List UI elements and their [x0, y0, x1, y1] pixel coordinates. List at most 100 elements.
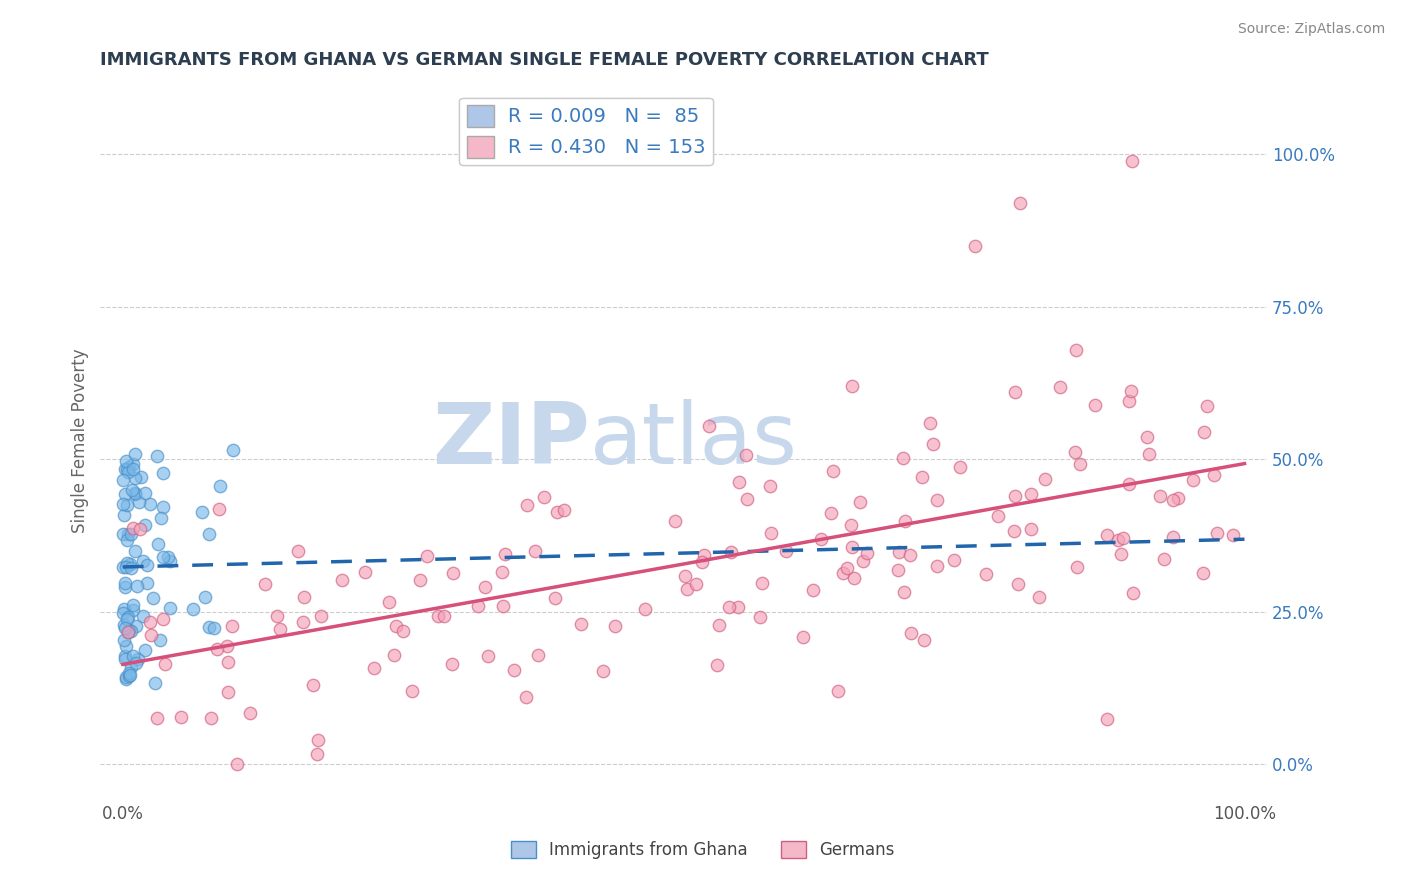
- Point: [170, 710, 193, 724]
- Point: [426, 609, 449, 624]
- Point: [134, 643, 156, 657]
- Point: [592, 664, 614, 678]
- Point: [835, 560, 858, 574]
- Point: [114, 559, 136, 574]
- Point: [697, 419, 720, 434]
- Point: [311, 609, 333, 624]
- Point: [887, 544, 910, 558]
- Point: [118, 459, 141, 474]
- Point: [146, 711, 169, 725]
- Point: [820, 506, 842, 520]
- Point: [112, 508, 135, 523]
- Point: [115, 557, 138, 571]
- Point: [546, 505, 568, 519]
- Point: [225, 757, 247, 772]
- Point: [1119, 384, 1142, 398]
- Point: [925, 493, 948, 508]
- Point: [441, 657, 464, 671]
- Point: [433, 608, 456, 623]
- Point: [152, 466, 174, 480]
- Point: [114, 670, 136, 684]
- Point: [112, 618, 135, 632]
- Point: [706, 658, 728, 673]
- Point: [118, 669, 141, 683]
- Point: [122, 521, 145, 535]
- Point: [114, 576, 136, 591]
- Point: [1064, 343, 1087, 357]
- Point: [143, 676, 166, 690]
- Point: [792, 630, 814, 644]
- Point: [1118, 394, 1140, 409]
- Point: [118, 624, 141, 638]
- Point: [1010, 196, 1032, 211]
- Point: [117, 465, 139, 479]
- Point: [114, 649, 136, 664]
- Point: [112, 602, 135, 616]
- Point: [121, 457, 143, 471]
- Point: [887, 563, 910, 577]
- Point: [515, 690, 537, 704]
- Point: [761, 525, 783, 540]
- Point: [1197, 400, 1219, 414]
- Point: [1161, 492, 1184, 507]
- Point: [920, 416, 942, 430]
- Point: [856, 546, 879, 560]
- Point: [1181, 473, 1204, 487]
- Point: [121, 483, 143, 498]
- Point: [1191, 566, 1213, 581]
- Point: [1004, 384, 1026, 399]
- Point: [132, 608, 155, 623]
- Point: [198, 620, 221, 634]
- Point: [221, 619, 243, 633]
- Point: [115, 533, 138, 547]
- Point: [749, 610, 772, 624]
- Point: [124, 487, 146, 501]
- Point: [217, 655, 239, 669]
- Point: [152, 500, 174, 514]
- Point: [976, 566, 998, 581]
- Point: [751, 576, 773, 591]
- Point: [181, 601, 204, 615]
- Point: [477, 648, 499, 663]
- Point: [685, 576, 707, 591]
- Point: [121, 649, 143, 664]
- Point: [191, 505, 214, 519]
- Point: [135, 558, 157, 573]
- Point: [239, 706, 262, 720]
- Point: [307, 747, 329, 761]
- Point: [354, 565, 377, 579]
- Point: [1095, 712, 1118, 726]
- Point: [114, 580, 136, 594]
- Point: [112, 497, 135, 511]
- Point: [401, 684, 423, 698]
- Point: [269, 622, 291, 636]
- Point: [127, 651, 149, 665]
- Point: [385, 619, 408, 633]
- Point: [128, 494, 150, 508]
- Point: [827, 683, 849, 698]
- Point: [1064, 445, 1087, 459]
- Point: [117, 625, 139, 640]
- Point: [441, 566, 464, 580]
- Point: [1028, 590, 1050, 604]
- Point: [942, 552, 965, 566]
- Point: [893, 514, 915, 528]
- Point: [292, 590, 315, 604]
- Point: [1206, 526, 1229, 541]
- Point: [392, 624, 415, 639]
- Point: [146, 537, 169, 551]
- Point: [112, 560, 135, 574]
- Point: [118, 665, 141, 680]
- Point: [139, 615, 162, 629]
- Point: [120, 624, 142, 638]
- Point: [382, 648, 405, 662]
- Point: [208, 479, 231, 493]
- Point: [841, 518, 863, 533]
- Point: [527, 648, 550, 663]
- Point: [673, 569, 696, 583]
- Point: [200, 710, 222, 724]
- Point: [707, 618, 730, 632]
- Point: [115, 672, 138, 686]
- Point: [849, 495, 872, 509]
- Y-axis label: Single Female Poverty: Single Female Poverty: [72, 349, 89, 533]
